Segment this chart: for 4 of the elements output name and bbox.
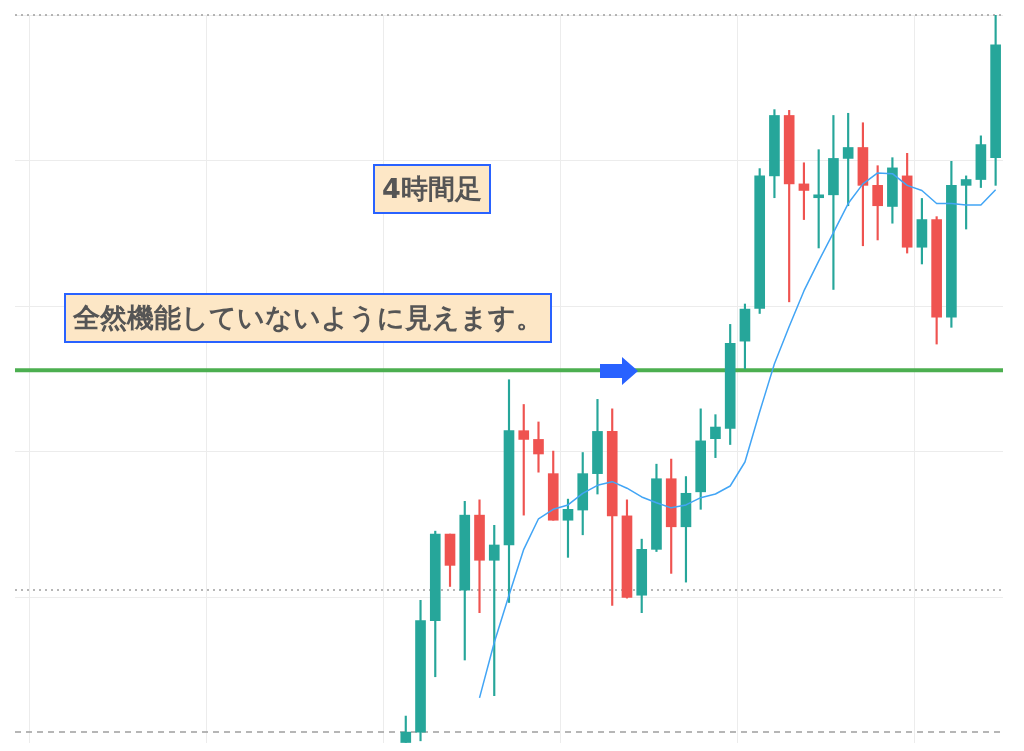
- annotation: 4時間足: [373, 164, 491, 214]
- annotation: 全然機能していないように見えます。: [64, 293, 552, 343]
- candlestick: [533, 421, 544, 473]
- candlestick: [710, 414, 721, 458]
